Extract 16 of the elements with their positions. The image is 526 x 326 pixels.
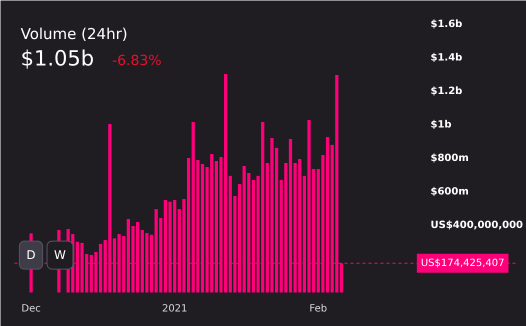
text: $1.05b — [20, 46, 94, 71]
text: Volume (24hr) — [20, 24, 128, 43]
y-tick-label: $1.6b — [430, 18, 462, 30]
annotation: W — [54, 248, 66, 262]
x-tick-label: Dec — [21, 304, 41, 314]
x-tick-label: 2021 — [162, 304, 188, 314]
y-tick-label: $800m — [430, 152, 469, 164]
annotation: D — [26, 248, 36, 262]
y-tick-label: $1.2b — [430, 86, 462, 97]
annotation: -6.83% — [112, 53, 162, 70]
y-tick-label: $600m — [430, 186, 469, 198]
y-tick-label: $1b — [430, 119, 452, 130]
x-tick-label: Feb — [309, 304, 328, 314]
y-tick-label: $1.4b — [430, 52, 462, 64]
ref-line-label: US$174,425,407 — [420, 258, 505, 269]
y-tick-label: US$400,000,000 — [430, 220, 524, 231]
